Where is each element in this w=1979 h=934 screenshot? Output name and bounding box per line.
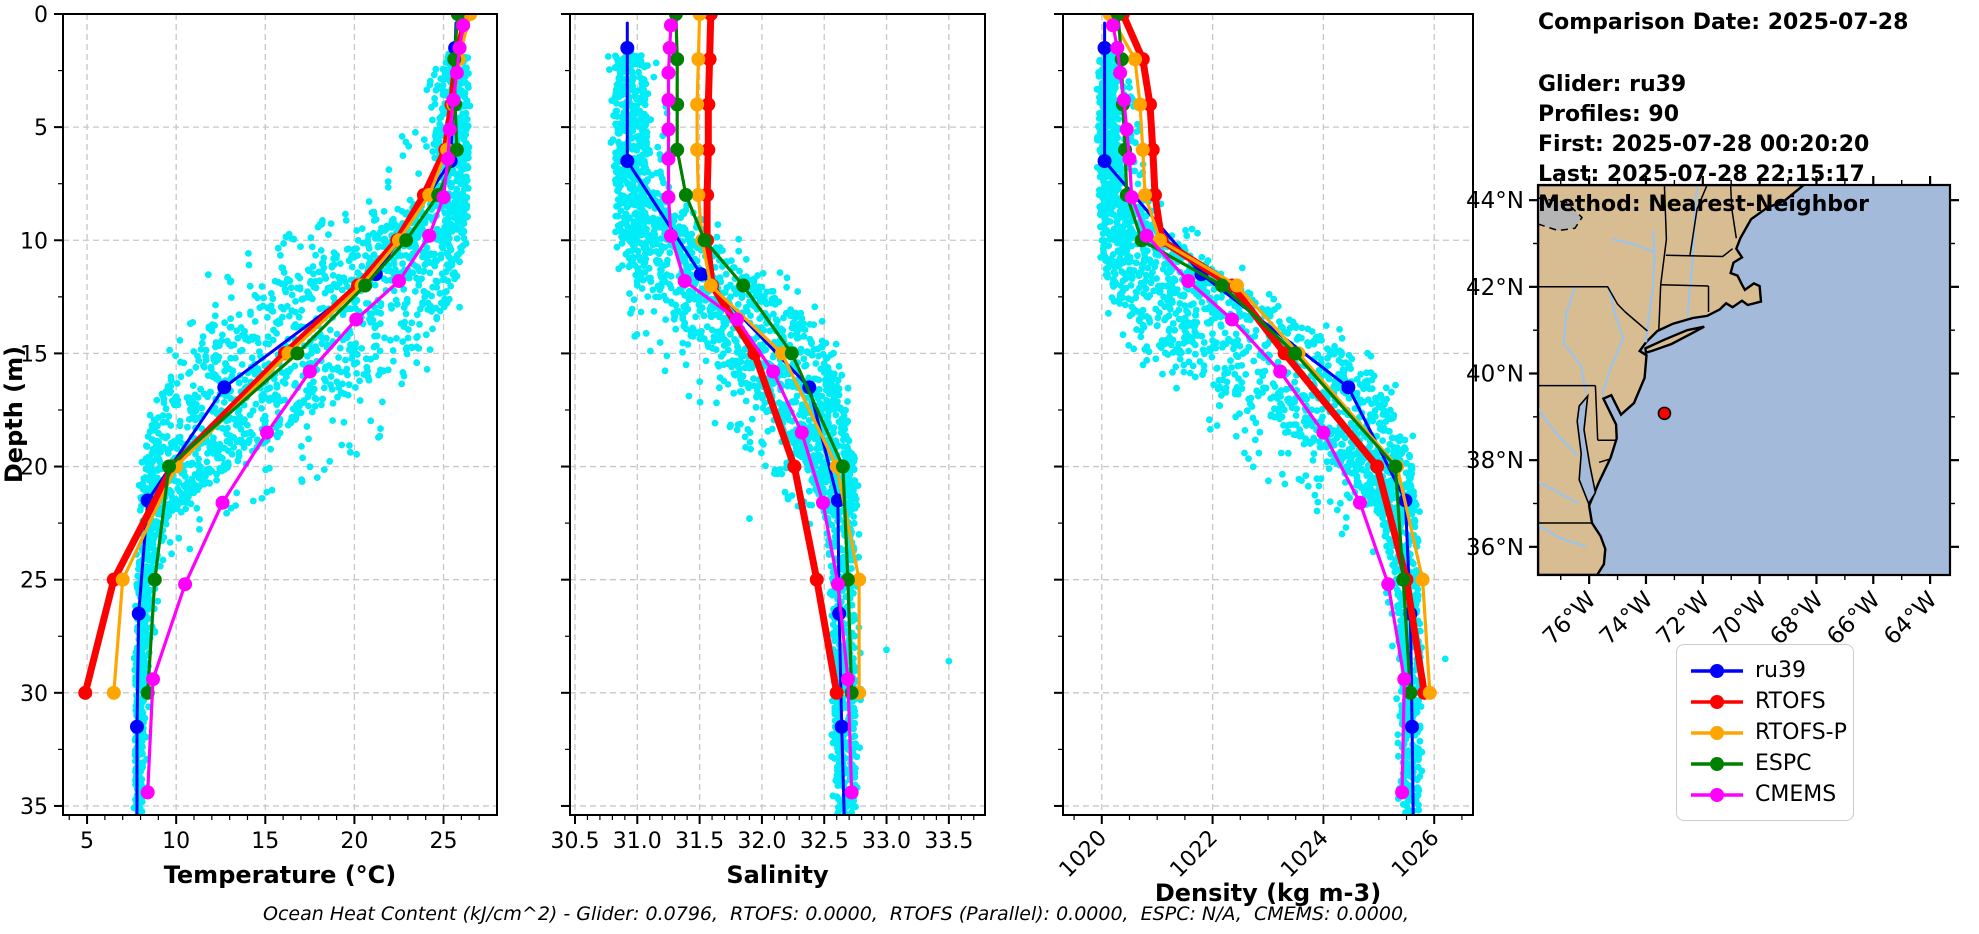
legend-line-sample-espc xyxy=(1691,756,1743,771)
map-river xyxy=(1644,230,1656,343)
legend-label: RTOFS xyxy=(1755,689,1826,714)
depth-axis-label: Depth (m) xyxy=(0,346,28,483)
map-river xyxy=(1538,480,1579,505)
glider-location-marker xyxy=(1657,406,1672,421)
legend-line-sample-cmems xyxy=(1691,787,1743,802)
glider-name-text: Glider: ru39 xyxy=(1538,72,1687,97)
svg-text:20: 20 xyxy=(340,829,368,854)
density-axis-label: Density (kg m-3) xyxy=(1155,879,1381,907)
svg-text:0: 0 xyxy=(34,3,48,28)
last-profile-time-text: Last: 2025-07-28 22:15:17 xyxy=(1538,162,1865,187)
legend-item-rtofs: RTOFS xyxy=(1689,686,1847,717)
series-ESPC xyxy=(668,14,859,700)
svg-text:30: 30 xyxy=(20,682,48,707)
svg-text:25: 25 xyxy=(20,569,48,594)
map-state-border xyxy=(1598,458,1611,464)
map-river xyxy=(1600,286,1625,396)
tick-labels: 5 10 15 20 25 0 5 10 15 20 25 30 35 xyxy=(20,3,458,854)
map-state-border xyxy=(1624,310,1648,332)
info-gap xyxy=(1538,38,1908,70)
svg-text:10: 10 xyxy=(20,229,48,254)
series-CMEMS xyxy=(140,18,471,800)
map-state-border xyxy=(1665,248,1734,258)
svg-text:25: 25 xyxy=(430,829,458,854)
method-text: Method: Nearest-Neighbor xyxy=(1538,192,1869,217)
location-map: 36°N38°N40°N42°N44°N76°W74°W72°W70°W68°W… xyxy=(1466,176,1959,650)
comparison-date-text: Comparison Date: 2025-07-28 xyxy=(1538,10,1909,35)
svg-text:5: 5 xyxy=(80,829,94,854)
info-block: Comparison Date: 2025-07-28 Glider: ru39… xyxy=(1538,8,1908,220)
svg-text:30.5: 30.5 xyxy=(550,829,599,854)
ocean-heat-content-text: Ocean Heat Content (kJ/cm^2) - Glider: 0… xyxy=(263,903,1410,925)
legend: ru39 RTOFS RTOFS-P ESPC CMEMS xyxy=(1676,644,1854,821)
map-land-coastline xyxy=(1538,185,1806,575)
glider-scatter-cloud xyxy=(604,49,953,815)
svg-text:20: 20 xyxy=(20,456,48,481)
temperature-plot: 5 10 15 20 25 0 5 10 15 20 25 30 35 Temperature (°C) D… xyxy=(0,3,498,889)
legend-line-sample-rtofs-p xyxy=(1691,725,1743,740)
map-chesapeake-bay xyxy=(1576,393,1597,506)
temperature-axis-label: Temperature (°C) xyxy=(164,861,397,889)
legend-item-espc: ESPC xyxy=(1689,748,1847,779)
map-lake xyxy=(1538,197,1583,232)
svg-text:33.5: 33.5 xyxy=(924,829,973,854)
svg-text:10: 10 xyxy=(162,829,190,854)
profiles-count-text: Profiles: 90 xyxy=(1538,102,1680,127)
map-river xyxy=(1538,407,1579,457)
svg-text:32.5: 32.5 xyxy=(800,829,849,854)
glider-scatter-cloud xyxy=(130,50,474,815)
legend-label: ru39 xyxy=(1755,658,1806,683)
axis-ticks xyxy=(54,13,480,824)
axis-ticks xyxy=(561,13,975,824)
map-state-border xyxy=(1729,185,1738,239)
map-state-border xyxy=(1660,283,1709,287)
first-profile-time-text: First: 2025-07-28 00:20:20 xyxy=(1538,132,1870,157)
map-long-island xyxy=(1644,325,1705,355)
svg-text:32.0: 32.0 xyxy=(737,829,786,854)
svg-text:15: 15 xyxy=(20,342,48,367)
salinity-plot: 30.5 31.0 31.5 32.0 32.5 33.0 33.5 Salinity xyxy=(550,13,986,889)
glider-scatter-cloud xyxy=(1093,49,1449,815)
svg-text:31.5: 31.5 xyxy=(675,829,724,854)
legend-item-cmems: CMEMS xyxy=(1689,779,1847,810)
svg-text:15: 15 xyxy=(251,829,279,854)
legend-label: CMEMS xyxy=(1755,782,1837,807)
salinity-axis-label: Salinity xyxy=(726,861,829,889)
svg-text:5: 5 xyxy=(34,116,48,141)
series-CMEMS xyxy=(661,18,859,800)
map-state-border xyxy=(1658,284,1662,331)
legend-item-ru39: ru39 xyxy=(1689,655,1847,686)
svg-text:35: 35 xyxy=(20,795,48,820)
axis-ticks xyxy=(1054,13,1463,824)
legend-label: ESPC xyxy=(1755,751,1812,776)
map-state-border xyxy=(1538,286,1626,313)
legend-line-sample-ru39 xyxy=(1691,663,1743,678)
legend-label: RTOFS-P xyxy=(1755,720,1847,745)
legend-item-rtofs-p: RTOFS-P xyxy=(1689,717,1847,748)
map-river xyxy=(1538,524,1587,548)
svg-text:31.0: 31.0 xyxy=(613,829,662,854)
svg-text:33.0: 33.0 xyxy=(862,829,911,854)
map-ticks xyxy=(1529,176,1959,584)
series-CMEMS xyxy=(1105,18,1412,800)
map-state-border xyxy=(1659,185,1668,285)
map-river xyxy=(1611,238,1655,254)
legend-line-sample-rtofs xyxy=(1691,694,1743,709)
tick-labels: 1020 1022 1024 1026 xyxy=(1055,826,1445,883)
tick-labels: 30.5 31.0 31.5 32.0 32.5 33.0 33.5 xyxy=(550,829,973,854)
map-state-border xyxy=(1689,185,1708,256)
map-state-border xyxy=(1594,385,1599,441)
map-river xyxy=(1562,286,1588,394)
